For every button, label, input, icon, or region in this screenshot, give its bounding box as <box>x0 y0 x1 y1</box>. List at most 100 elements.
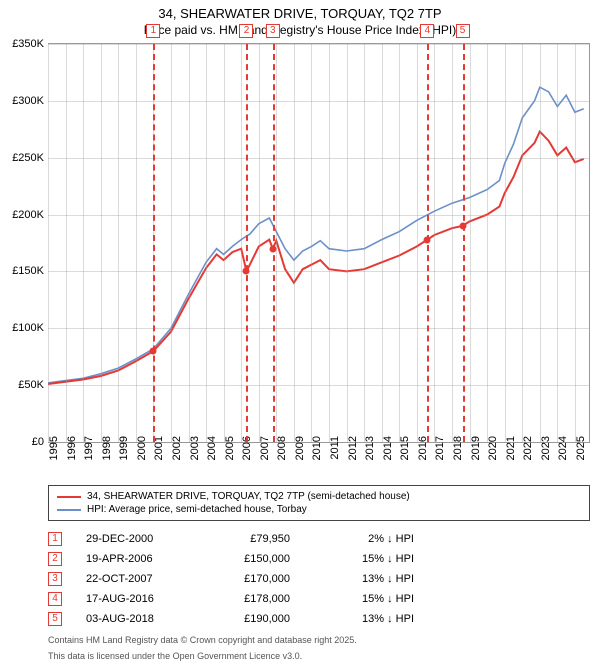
event-price: £190,000 <box>210 613 290 625</box>
event-row: 4 17-AUG-2016 £178,000 15% ↓ HPI <box>48 589 590 609</box>
x-tick: 2020 <box>487 436 499 466</box>
x-gridline <box>452 44 453 442</box>
y-tick: £150K <box>0 265 44 277</box>
x-tick: 2022 <box>522 436 534 466</box>
x-gridline <box>575 44 576 442</box>
x-gridline <box>417 44 418 442</box>
y-tick: £50K <box>0 379 44 391</box>
y-gridline <box>48 328 589 329</box>
event-marker: 2 <box>239 24 253 38</box>
event-dot <box>269 245 276 252</box>
x-gridline <box>224 44 225 442</box>
x-tick: 2007 <box>259 436 271 466</box>
x-tick: 2012 <box>347 436 359 466</box>
x-gridline <box>487 44 488 442</box>
event-marker: 4 <box>420 24 434 38</box>
event-date: 29-DEC-2000 <box>86 533 186 545</box>
event-delta: 15% ↓ HPI <box>314 553 414 565</box>
x-gridline <box>399 44 400 442</box>
x-gridline <box>329 44 330 442</box>
event-delta: 13% ↓ HPI <box>314 573 414 585</box>
event-date: 22-OCT-2007 <box>86 573 186 585</box>
x-gridline <box>540 44 541 442</box>
event-dot <box>424 236 431 243</box>
legend-row: HPI: Average price, semi-detached house,… <box>57 503 581 516</box>
x-gridline <box>434 44 435 442</box>
x-gridline <box>189 44 190 442</box>
y-tick: £200K <box>0 209 44 221</box>
x-gridline <box>259 44 260 442</box>
event-vline <box>153 44 155 442</box>
event-price: £178,000 <box>210 593 290 605</box>
x-gridline <box>171 44 172 442</box>
event-num: 1 <box>48 532 62 546</box>
x-gridline <box>522 44 523 442</box>
y-gridline <box>48 44 589 45</box>
x-gridline <box>311 44 312 442</box>
x-tick: 2019 <box>470 436 482 466</box>
x-tick: 2015 <box>399 436 411 466</box>
x-gridline <box>66 44 67 442</box>
x-tick: 2025 <box>575 436 587 466</box>
series-line <box>48 87 584 383</box>
event-date: 17-AUG-2016 <box>86 593 186 605</box>
event-date: 19-APR-2006 <box>86 553 186 565</box>
y-tick: £350K <box>0 38 44 50</box>
x-tick: 2014 <box>382 436 394 466</box>
x-gridline <box>382 44 383 442</box>
x-tick: 2023 <box>540 436 552 466</box>
x-tick: 2000 <box>136 436 148 466</box>
event-marker: 3 <box>266 24 280 38</box>
page-title: 34, SHEARWATER DRIVE, TORQUAY, TQ2 7TP <box>0 0 600 23</box>
event-num: 4 <box>48 592 62 606</box>
x-tick: 2024 <box>557 436 569 466</box>
x-tick: 2002 <box>171 436 183 466</box>
x-gridline <box>294 44 295 442</box>
x-tick: 2011 <box>329 436 341 466</box>
event-dot <box>243 268 250 275</box>
footer-line-2: This data is licensed under the Open Gov… <box>48 651 590 661</box>
event-row: 129-DEC-2000£79,9502% ↓ HPI <box>48 529 590 549</box>
y-tick: £250K <box>0 152 44 164</box>
event-delta: 15% ↓ HPI <box>314 593 414 605</box>
legend-swatch <box>57 509 81 511</box>
event-marker: 5 <box>456 24 470 38</box>
legend: 34, SHEARWATER DRIVE, TORQUAY, TQ2 7TP (… <box>48 485 590 521</box>
event-date: 03-AUG-2018 <box>86 613 186 625</box>
x-gridline <box>136 44 137 442</box>
y-tick: £300K <box>0 95 44 107</box>
y-gridline <box>48 385 589 386</box>
y-gridline <box>48 215 589 216</box>
legend-swatch <box>57 496 81 498</box>
event-dot <box>150 348 157 355</box>
x-tick: 2013 <box>364 436 376 466</box>
event-dot <box>459 222 466 229</box>
legend-label: HPI: Average price, semi-detached house,… <box>87 504 307 515</box>
x-gridline <box>206 44 207 442</box>
y-gridline <box>48 101 589 102</box>
y-gridline <box>48 271 589 272</box>
x-gridline <box>505 44 506 442</box>
x-tick: 2003 <box>189 436 201 466</box>
x-tick: 1997 <box>83 436 95 466</box>
x-gridline <box>364 44 365 442</box>
x-tick: 2004 <box>206 436 218 466</box>
event-vline <box>246 44 248 442</box>
x-tick: 2017 <box>434 436 446 466</box>
event-row: 219-APR-2006£150,00015% ↓ HPI <box>48 549 590 569</box>
price-chart: £0£50K£100K£150K£200K£250K£300K£350K1995… <box>48 43 590 443</box>
event-num: 3 <box>48 572 62 586</box>
event-row: 503-AUG-2018£190,00013% ↓ HPI <box>48 609 590 629</box>
x-gridline <box>118 44 119 442</box>
y-tick: £0 <box>0 436 44 448</box>
events-table: 129-DEC-2000£79,9502% ↓ HPI219-APR-2006£… <box>48 529 590 629</box>
x-tick: 2009 <box>294 436 306 466</box>
page-subtitle: Price paid vs. HM Land Registry's House … <box>0 23 600 43</box>
x-tick: 1995 <box>48 436 60 466</box>
x-tick: 2005 <box>224 436 236 466</box>
x-gridline <box>276 44 277 442</box>
event-vline <box>463 44 465 442</box>
event-delta: 13% ↓ HPI <box>314 613 414 625</box>
footer-line-1: Contains HM Land Registry data © Crown c… <box>48 635 590 645</box>
legend-row: 34, SHEARWATER DRIVE, TORQUAY, TQ2 7TP (… <box>57 490 581 503</box>
